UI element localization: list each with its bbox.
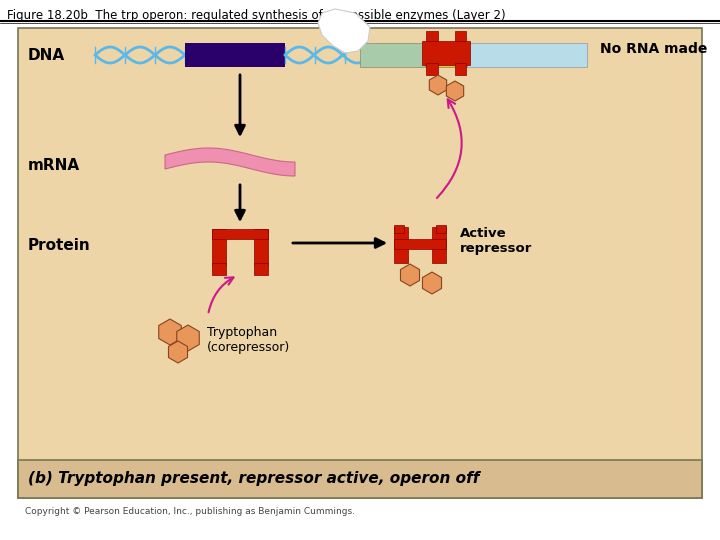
Polygon shape [168, 341, 187, 363]
Bar [18, 460, 702, 498]
Text: DNA: DNA [28, 48, 65, 63]
Bar [185, 43, 285, 67]
Bar [360, 43, 425, 67]
Bar [18, 28, 702, 498]
Text: (b) Tryptophan present, repressor active, operon off: (b) Tryptophan present, repressor active… [28, 470, 480, 485]
Bar [426, 63, 438, 75]
Bar [254, 229, 268, 265]
Bar [394, 227, 408, 263]
Text: Tryptophan
(corepressor): Tryptophan (corepressor) [207, 326, 290, 354]
Bar [212, 229, 226, 265]
Bar [436, 225, 446, 233]
Bar [422, 41, 470, 65]
Polygon shape [400, 264, 420, 286]
Text: mRNA: mRNA [28, 158, 80, 172]
Bar [212, 263, 226, 275]
Bar [426, 31, 438, 41]
Polygon shape [429, 75, 446, 95]
Text: No RNA made: No RNA made [600, 42, 707, 56]
Bar [212, 229, 268, 239]
Polygon shape [318, 9, 370, 53]
FancyArrowPatch shape [437, 99, 462, 198]
Text: Copyright © Pearson Education, Inc., publishing as Benjamin Cummings.: Copyright © Pearson Education, Inc., pub… [25, 508, 355, 516]
Text: Active
repressor: Active repressor [460, 227, 532, 255]
Bar [454, 63, 467, 75]
Polygon shape [158, 319, 181, 345]
Bar [394, 239, 446, 249]
FancyArrowPatch shape [209, 278, 233, 312]
Bar [454, 31, 467, 41]
Bar [467, 43, 587, 67]
Polygon shape [165, 148, 295, 176]
Bar [432, 227, 446, 263]
Bar [425, 43, 467, 67]
Text: Figure 18.20b  The trp operon: regulated synthesis of repressible enzymes (Layer: Figure 18.20b The trp operon: regulated … [7, 9, 505, 22]
Text: Protein: Protein [28, 238, 91, 253]
Polygon shape [446, 81, 464, 101]
Bar [254, 263, 268, 275]
Polygon shape [423, 272, 441, 294]
Polygon shape [176, 325, 199, 351]
Bar [394, 225, 404, 233]
